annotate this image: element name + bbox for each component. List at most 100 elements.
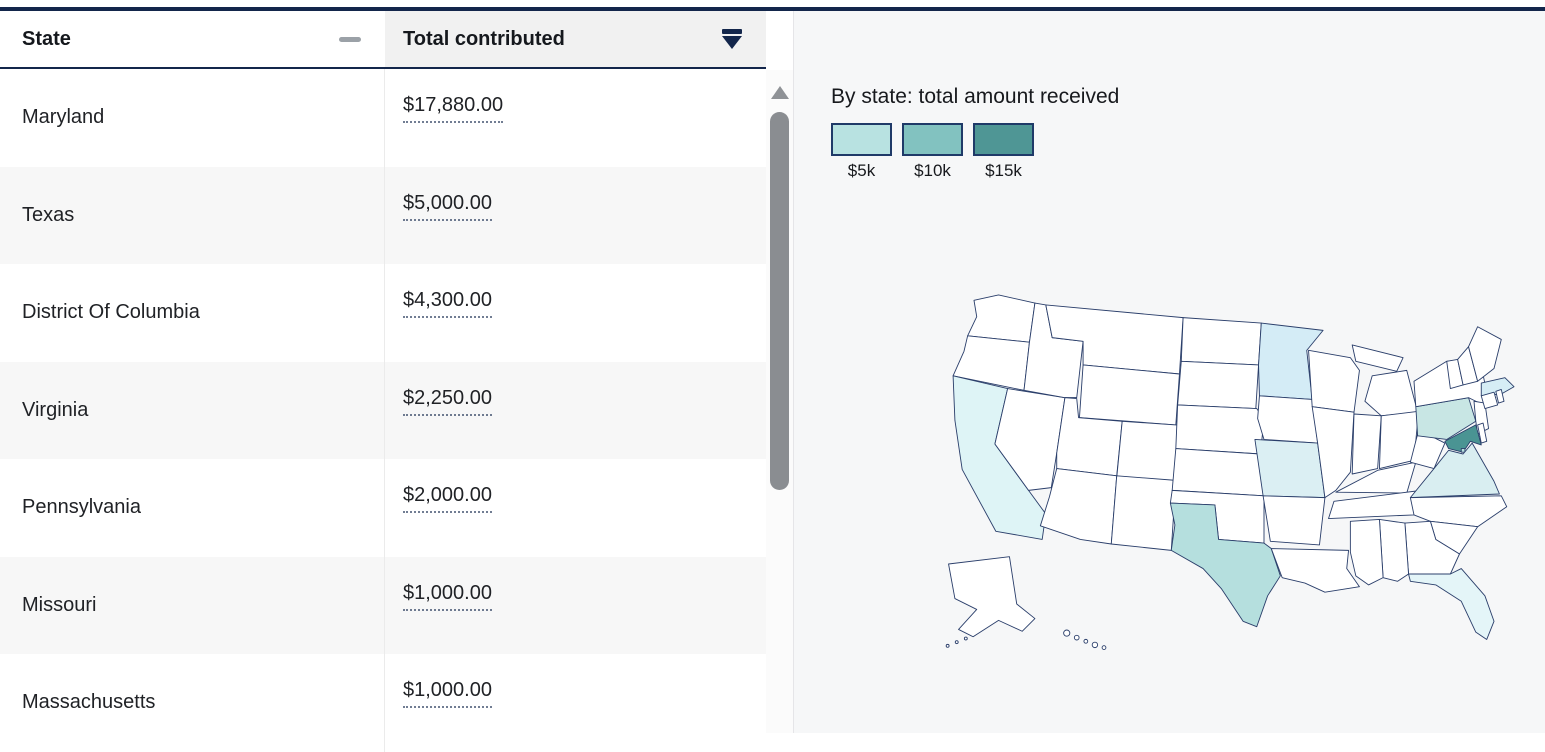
legend-label: $10k [914,161,951,180]
state-name-cell: Pennsylvania [0,459,385,557]
choropleth-map-panel: By state: total amount received $5k $10k… [793,11,1545,733]
state-shape-ri[interactable] [1495,389,1505,404]
table-row: Missouri $1,000.00 [0,556,766,655]
state-shape-fl[interactable] [1408,568,1495,640]
total-contributed-cell: $1,000.00 [385,654,766,752]
state-shape-al[interactable] [1379,518,1409,582]
state-shape-ak-island[interactable] [963,636,968,641]
state-shape-hi-island[interactable] [1091,641,1099,649]
state-shape-me[interactable] [1468,326,1502,382]
map-title: By state: total amount received [831,85,1120,108]
state-shape-tx[interactable] [1169,502,1281,628]
total-contributed-value[interactable]: $1,000.00 [403,679,492,709]
state-shape-dc[interactable] [1460,448,1466,453]
column-header-total-label: Total contributed [403,27,565,50]
scrollbar-thumb[interactable] [770,112,789,490]
state-shape-or[interactable] [952,335,1030,391]
legend-label: $5k [847,161,876,180]
state-shape-mi-upper[interactable] [1351,344,1404,372]
contributions-by-state-table: State Total contributed Maryland $17,880… [0,11,766,752]
total-contributed-value[interactable]: $5,000.00 [403,192,492,221]
state-name-cell: Texas [0,166,385,264]
state-shape-tn[interactable] [1328,489,1422,519]
state-shape-ak[interactable] [948,556,1036,638]
state-name-cell: District Of Columbia [0,264,385,362]
state-shape-la[interactable] [1270,548,1360,593]
state-name-cell: Maryland [0,69,385,167]
legend-item: $10k [902,123,963,181]
state-name-cell: Virginia [0,361,385,459]
state-shape-il[interactable] [1311,406,1355,499]
total-contributed-cell: $1,000.00 [385,557,766,655]
total-contributed-value[interactable]: $2,250.00 [403,387,492,416]
column-header-total-contributed[interactable]: Total contributed [385,11,766,67]
state-shape-wa[interactable] [967,294,1036,343]
total-contributed-cell: $2,250.00 [385,362,766,460]
state-shape-mo[interactable] [1254,438,1326,499]
table-body: Maryland $17,880.00 Texas $5,000.00 Dist… [0,69,766,752]
state-name: Texas [22,203,75,226]
total-contributed-cell: $2,000.00 [385,459,766,557]
state-name: District Of Columbia [22,301,200,324]
table-row: Maryland $17,880.00 [0,69,766,167]
state-shape-ne[interactable] [1175,404,1265,455]
legend-swatch [902,123,963,156]
total-contributed-value[interactable]: $1,000.00 [403,582,492,611]
state-shape-ks[interactable] [1171,448,1265,497]
scrollbar-up-arrow-icon[interactable] [771,86,789,99]
state-shape-ia[interactable] [1257,395,1319,444]
state-shape-mi-lower[interactable] [1364,369,1419,417]
legend-swatch [831,123,892,156]
table-row: Virginia $2,250.00 [0,361,766,460]
state-shape-ct[interactable] [1480,391,1499,409]
state-shape-hi-island[interactable] [1101,645,1107,650]
state-name: Virginia [22,398,89,421]
state-shape-hi-island[interactable] [1073,634,1080,641]
state-name-cell: Missouri [0,556,385,654]
table-header-row: State Total contributed [0,11,766,69]
table-row: Massachusetts $1,000.00 [0,654,766,752]
table-row: District Of Columbia $4,300.00 [0,264,766,362]
state-shape-in[interactable] [1351,413,1382,475]
legend-item: $15k [973,123,1034,181]
state-shape-ma[interactable] [1480,377,1515,397]
table-row: Texas $5,000.00 [0,166,766,265]
total-contributed-cell: $4,300.00 [385,264,766,362]
total-contributed-value[interactable]: $2,000.00 [403,484,492,514]
column-header-state[interactable]: State [0,11,385,67]
total-contributed-cell: $17,880.00 [385,69,766,167]
table-row: Pennsylvania $2,000.00 [0,459,766,557]
state-shape-de[interactable] [1477,422,1488,444]
state-shape-hi-island[interactable] [1083,638,1089,644]
state-shape-ms[interactable] [1349,518,1384,586]
total-contributed-cell: $5,000.00 [385,167,766,265]
legend-label: $15k [985,161,1022,180]
state-shape-sd[interactable] [1177,360,1259,409]
state-shape-ar[interactable] [1262,495,1326,546]
table-scrollbar-track[interactable] [766,70,793,733]
state-name-cell: Massachusetts [0,654,385,752]
sort-descending-icon [722,29,742,49]
state-shape-wy[interactable] [1079,364,1180,426]
state-shape-hi-island[interactable] [1063,629,1071,637]
state-name: Massachusetts [22,691,156,714]
us-states-map [945,294,1515,650]
map-legend: $5k $10k $15k [831,123,1034,181]
total-contributed-value[interactable]: $4,300.00 [403,289,492,319]
column-header-state-label: State [22,27,71,50]
state-name: Missouri [22,593,97,616]
state-shape-nm[interactable] [1110,475,1177,551]
state-shape-wi[interactable] [1308,349,1360,413]
total-contributed-value[interactable]: $17,880.00 [403,94,504,124]
state-shape-wv[interactable] [1409,433,1446,469]
top-accent-bar [0,7,1545,11]
legend-item: $5k [831,123,892,181]
state-name: Pennsylvania [22,496,141,519]
legend-swatch [973,123,1034,156]
state-shape-nd[interactable] [1180,317,1262,366]
sort-neutral-icon [339,36,361,42]
state-shape-ak-island[interactable] [954,640,959,645]
state-name: Maryland [22,106,105,129]
state-shape-md[interactable] [1444,424,1482,453]
state-shape-ak-island[interactable] [945,643,950,648]
